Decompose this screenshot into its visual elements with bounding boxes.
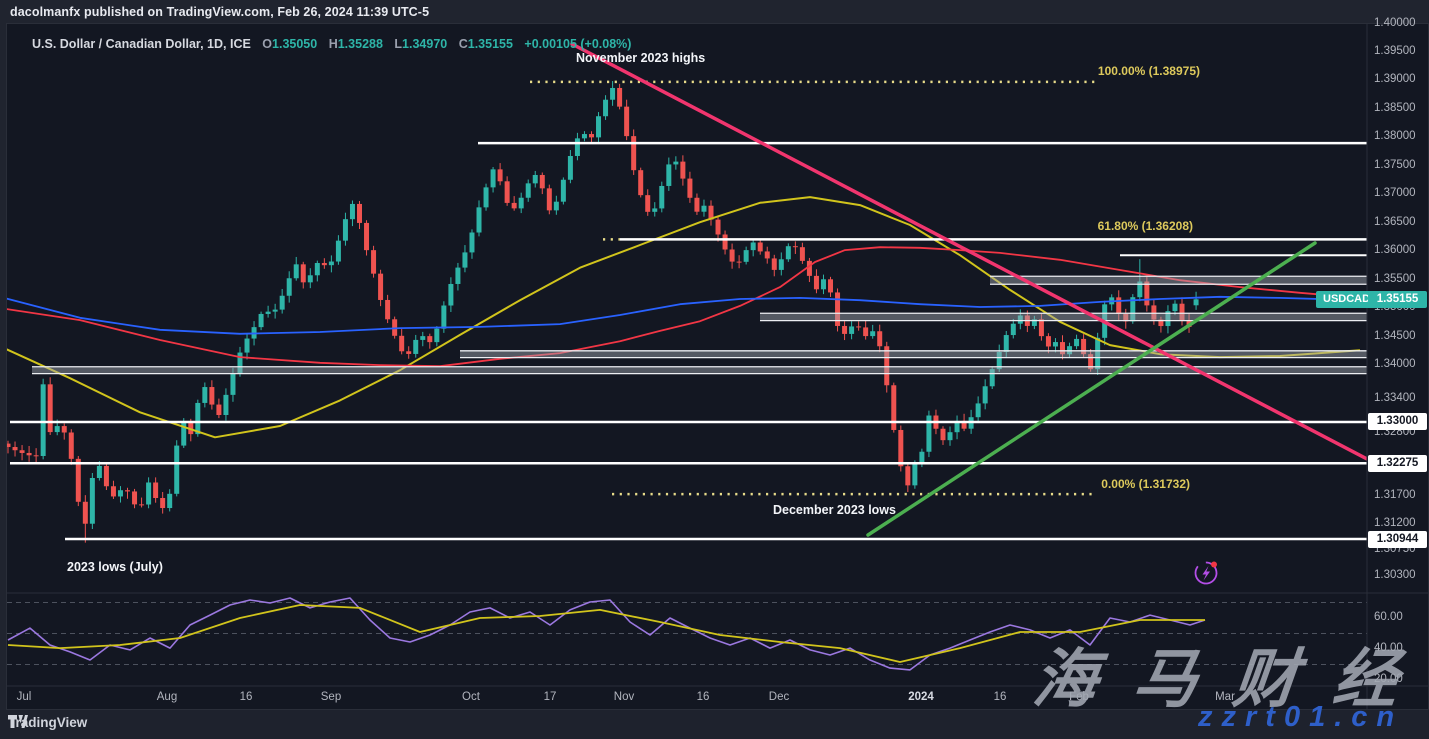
time-axis-label: Dec (768, 691, 790, 703)
rsi-axis-label: 20.00 (1374, 673, 1403, 685)
low-value: 1.34970 (402, 37, 448, 51)
fib-label-100: 100.00% (1.38975) (1097, 64, 1200, 78)
price-axis-label: 1.38500 (1374, 101, 1416, 114)
symbol-title[interactable]: U.S. Dollar / Canadian Dollar, 1D, ICE (32, 37, 251, 51)
high-label: H (328, 37, 338, 51)
tradingview-logo-icon (8, 715, 28, 728)
rsi-ma-line[interactable] (7, 604, 1205, 663)
price-badge-1.35155: 1.35155 (1368, 290, 1427, 308)
price-badge-1.30944: 1.30944 (1368, 530, 1427, 548)
open-value: 1.35050 (272, 37, 318, 51)
time-axis-label: Feb (1069, 691, 1089, 703)
high-value: 1.35288 (337, 37, 383, 51)
time-axis-label: Sep (320, 691, 342, 703)
time-axis-label: 16 (696, 691, 710, 703)
low-label: L (394, 37, 403, 51)
annotation-december-lows: December 2023 lows (773, 503, 896, 517)
candlestick-series (7, 81, 1199, 543)
price-badge-1.32275: 1.32275 (1368, 454, 1427, 472)
price-axis-label: 1.35500 (1374, 272, 1416, 285)
time-axis-label: 16 (239, 691, 253, 703)
tradingview-logo[interactable]: TradingView (8, 715, 87, 730)
price-axis-label: 1.37000 (1374, 187, 1416, 200)
fib-label-0: 0.00% (1.31732) (1101, 477, 1190, 491)
price-axis-label: 1.40000 (1374, 16, 1416, 29)
change-value: +0.00105 (+0.08%) (524, 37, 632, 51)
main-pane[interactable] (0, 42, 1367, 543)
price-axis-label: 1.33400 (1374, 392, 1416, 405)
uptrend-line[interactable] (866, 241, 1317, 537)
price-badge-1.33000: 1.33000 (1368, 413, 1427, 431)
ma-mid-red[interactable] (0, 246, 1361, 368)
close-value: 1.35155 (467, 37, 513, 51)
time-axis-label: 16 (993, 691, 1007, 703)
price-axis-label: 1.36500 (1374, 215, 1416, 228)
ticker-badge: USDCAD (1316, 291, 1378, 308)
byline: dacolmanfx published on TradingView.com,… (10, 5, 430, 19)
price-axis-label: 1.31700 (1374, 488, 1416, 501)
support-resistance-band[interactable] (460, 350, 1367, 358)
bottom-bar (0, 710, 1429, 739)
price-axis-label: 1.34000 (1374, 358, 1416, 371)
time-axis-label: 17 (543, 691, 557, 703)
flash-boost-icon[interactable] (1191, 558, 1220, 587)
time-axis-label: Nov (613, 691, 635, 703)
support-resistance-band[interactable] (32, 366, 1367, 374)
annotation-november-highs: November 2023 highs (576, 51, 706, 65)
ma-fast-yellow[interactable] (0, 196, 1361, 439)
fib-label-618: 61.80% (1.36208) (1097, 219, 1193, 233)
close-label: C (458, 37, 468, 51)
rsi-line[interactable] (7, 597, 1206, 671)
time-axis-label: Aug (156, 691, 178, 703)
time-axis-label: Jul (16, 691, 32, 703)
support-resistance-band[interactable] (990, 276, 1367, 285)
watermark-url: zzrt01.cn (1198, 701, 1404, 733)
price-axis-label: 1.31200 (1374, 517, 1416, 530)
price-axis-label: 1.39000 (1374, 73, 1416, 86)
downtrend-line[interactable] (570, 42, 1367, 461)
price-axis-label: 1.36000 (1374, 244, 1416, 257)
annotation-july-lows: 2023 lows (July) (67, 560, 163, 574)
time-axis-label: Oct (462, 691, 480, 703)
ma-slow-blue[interactable] (0, 295, 1361, 335)
price-axis-label: 1.30300 (1374, 568, 1416, 581)
price-axis-label: 1.38000 (1374, 130, 1416, 143)
price-axis-label: 1.34500 (1374, 329, 1416, 342)
price-axis-label: 1.39500 (1374, 45, 1416, 57)
symbol-legend[interactable]: U.S. Dollar / Canadian Dollar, 1D, ICE O… (32, 37, 631, 51)
rsi-pane[interactable] (7, 597, 1367, 671)
time-axis-label: 2024 (908, 691, 934, 703)
time-axis-label: Mar (1215, 691, 1235, 703)
tradingview-logo-text: TradingView (8, 715, 88, 730)
rsi-axis-label: 60.00 (1374, 611, 1403, 623)
support-resistance-band[interactable] (760, 313, 1367, 321)
price-axis-label: 1.37500 (1374, 158, 1416, 171)
rsi-axis-label: 40.00 (1374, 642, 1403, 654)
open-label: O (262, 37, 273, 51)
